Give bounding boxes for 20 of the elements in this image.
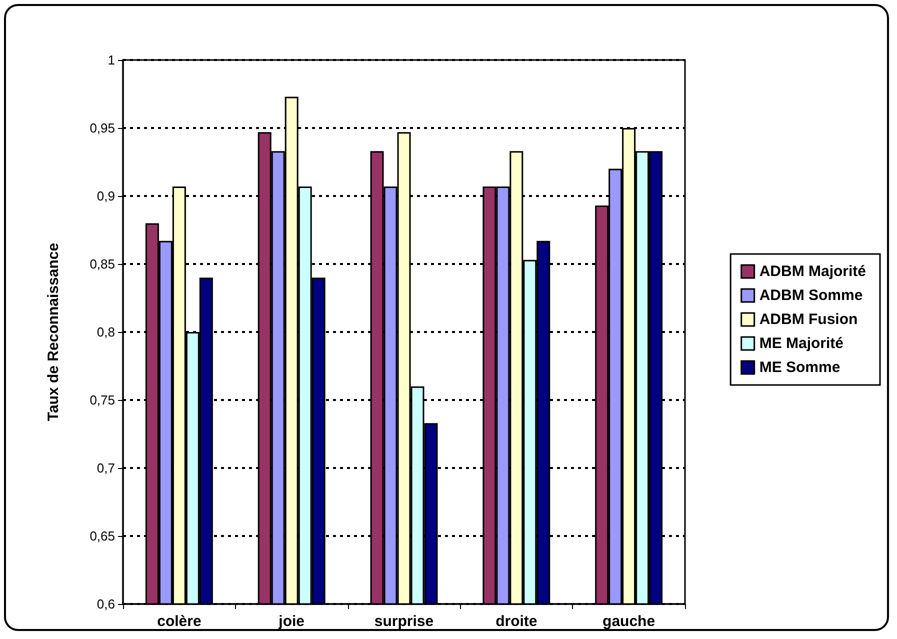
legend-label: ME Majorité <box>759 335 844 352</box>
x-tick-label: surprise <box>374 613 434 630</box>
y-tick-label: 0,75 <box>90 392 115 408</box>
y-tick-label: 0,85 <box>90 256 115 272</box>
y-tick-label: 0,7 <box>96 460 115 476</box>
y-tick-label: 0,8 <box>96 324 115 340</box>
y-tick-label: 1 <box>108 52 115 68</box>
legend-label: ADBM Somme <box>759 287 863 304</box>
y-tick-label: 0,6 <box>96 596 115 612</box>
x-tick-label: droite <box>496 613 538 630</box>
y-axis-title: Taux de Reconnaissance <box>45 242 62 422</box>
y-tick-label: 0,95 <box>90 120 115 136</box>
x-tick-label: colère <box>157 613 202 630</box>
legend-label: ME Somme <box>759 359 840 376</box>
x-tick-label: joie <box>278 613 305 630</box>
y-tick-label: 0,65 <box>90 528 115 544</box>
x-tick-label: gauche <box>602 613 656 630</box>
y-tick-label: 0,9 <box>96 188 115 204</box>
legend-label: ADBM Fusion <box>759 311 858 328</box>
legend-label: ADBM Majorité <box>759 263 866 280</box>
